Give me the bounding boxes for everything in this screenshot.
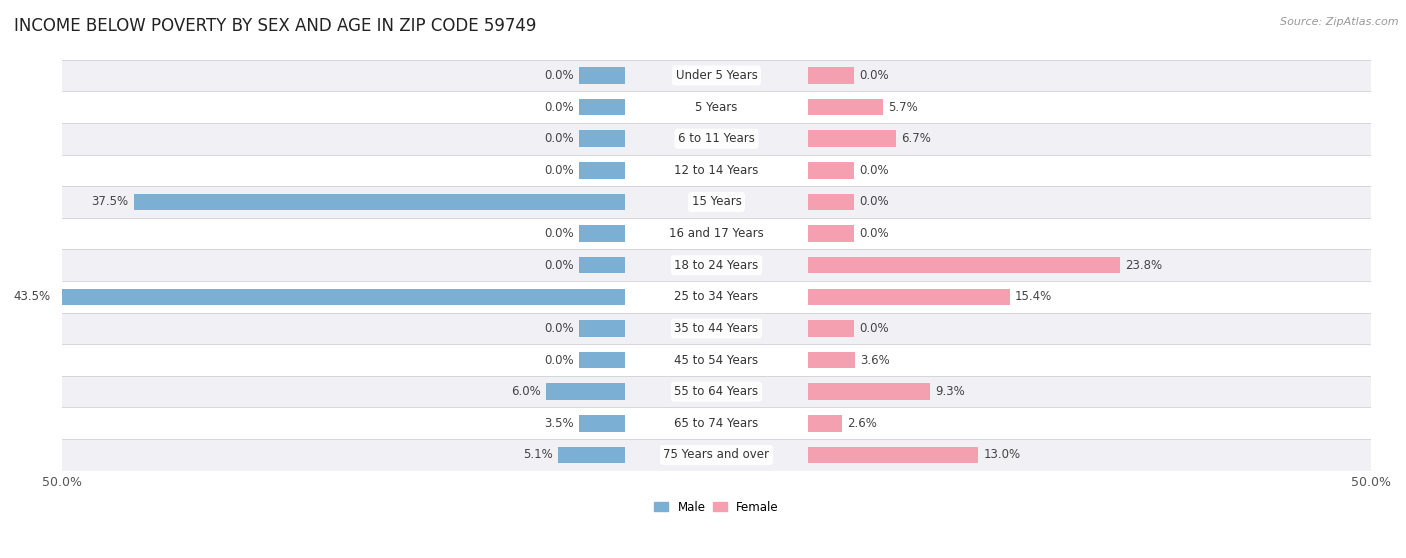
Bar (62, 249, 1371, 281)
Bar (808, 131, 896, 147)
Bar (62, 92, 1371, 123)
Bar (134, 194, 624, 210)
Text: 65 to 74 Years: 65 to 74 Years (675, 417, 759, 430)
Bar (558, 447, 624, 463)
Bar (62, 60, 1371, 92)
Bar (62, 186, 1371, 218)
Text: 37.5%: 37.5% (91, 195, 129, 209)
Bar (62, 376, 1371, 407)
Text: 0.0%: 0.0% (859, 69, 889, 82)
Text: 0.0%: 0.0% (859, 322, 889, 335)
Text: 18 to 24 Years: 18 to 24 Years (675, 259, 759, 272)
Text: 12 to 14 Years: 12 to 14 Years (675, 164, 759, 177)
Text: 55 to 64 Years: 55 to 64 Years (675, 385, 758, 398)
Text: 25 to 34 Years: 25 to 34 Years (675, 290, 758, 304)
Bar (62, 407, 1371, 439)
Text: 3.5%: 3.5% (544, 417, 574, 430)
Bar (808, 67, 853, 84)
Text: 6 to 11 Years: 6 to 11 Years (678, 132, 755, 145)
Bar (62, 218, 1371, 249)
Text: 0.0%: 0.0% (544, 132, 574, 145)
Bar (579, 225, 624, 242)
Text: 75 Years and over: 75 Years and over (664, 449, 769, 461)
Text: 6.7%: 6.7% (901, 132, 931, 145)
Text: 2.6%: 2.6% (848, 417, 877, 430)
Bar (62, 344, 1371, 376)
Text: 6.0%: 6.0% (512, 385, 541, 398)
Bar (808, 99, 883, 116)
Text: 15.4%: 15.4% (1015, 290, 1052, 304)
Text: 35 to 44 Years: 35 to 44 Years (675, 322, 758, 335)
Text: 3.6%: 3.6% (860, 354, 890, 367)
Bar (808, 352, 855, 368)
Text: 5 Years: 5 Years (696, 100, 738, 114)
Text: Source: ZipAtlas.com: Source: ZipAtlas.com (1281, 17, 1399, 27)
Bar (808, 288, 1010, 305)
Text: Under 5 Years: Under 5 Years (675, 69, 758, 82)
Text: 0.0%: 0.0% (544, 322, 574, 335)
Bar (808, 320, 853, 336)
Bar (808, 257, 1119, 273)
Bar (62, 312, 1371, 344)
Text: 23.8%: 23.8% (1125, 259, 1161, 272)
Bar (55, 288, 624, 305)
Text: 0.0%: 0.0% (544, 259, 574, 272)
Bar (579, 99, 624, 116)
Text: 5.1%: 5.1% (523, 449, 553, 461)
Bar (62, 155, 1371, 186)
Bar (579, 320, 624, 336)
Legend: Male, Female: Male, Female (650, 496, 783, 518)
Bar (62, 439, 1371, 471)
Bar (547, 383, 624, 400)
Text: 0.0%: 0.0% (859, 164, 889, 177)
Text: 9.3%: 9.3% (935, 385, 965, 398)
Bar (579, 67, 624, 84)
Text: 0.0%: 0.0% (544, 227, 574, 240)
Text: 13.0%: 13.0% (984, 449, 1021, 461)
Text: 0.0%: 0.0% (544, 164, 574, 177)
Bar (579, 257, 624, 273)
Bar (808, 225, 853, 242)
Bar (579, 162, 624, 179)
Text: 16 and 17 Years: 16 and 17 Years (669, 227, 763, 240)
Bar (579, 415, 624, 431)
Text: 5.7%: 5.7% (889, 100, 918, 114)
Bar (62, 123, 1371, 155)
Text: 0.0%: 0.0% (544, 69, 574, 82)
Text: 43.5%: 43.5% (13, 290, 51, 304)
Bar (808, 194, 853, 210)
Text: 15 Years: 15 Years (692, 195, 741, 209)
Text: 0.0%: 0.0% (859, 227, 889, 240)
Bar (808, 415, 842, 431)
Bar (579, 352, 624, 368)
Text: 0.0%: 0.0% (544, 354, 574, 367)
Text: INCOME BELOW POVERTY BY SEX AND AGE IN ZIP CODE 59749: INCOME BELOW POVERTY BY SEX AND AGE IN Z… (14, 17, 537, 35)
Bar (808, 162, 853, 179)
Bar (579, 131, 624, 147)
Text: 45 to 54 Years: 45 to 54 Years (675, 354, 758, 367)
Bar (808, 383, 929, 400)
Text: 0.0%: 0.0% (859, 195, 889, 209)
Bar (62, 281, 1371, 312)
Text: 0.0%: 0.0% (544, 100, 574, 114)
Bar (808, 447, 979, 463)
